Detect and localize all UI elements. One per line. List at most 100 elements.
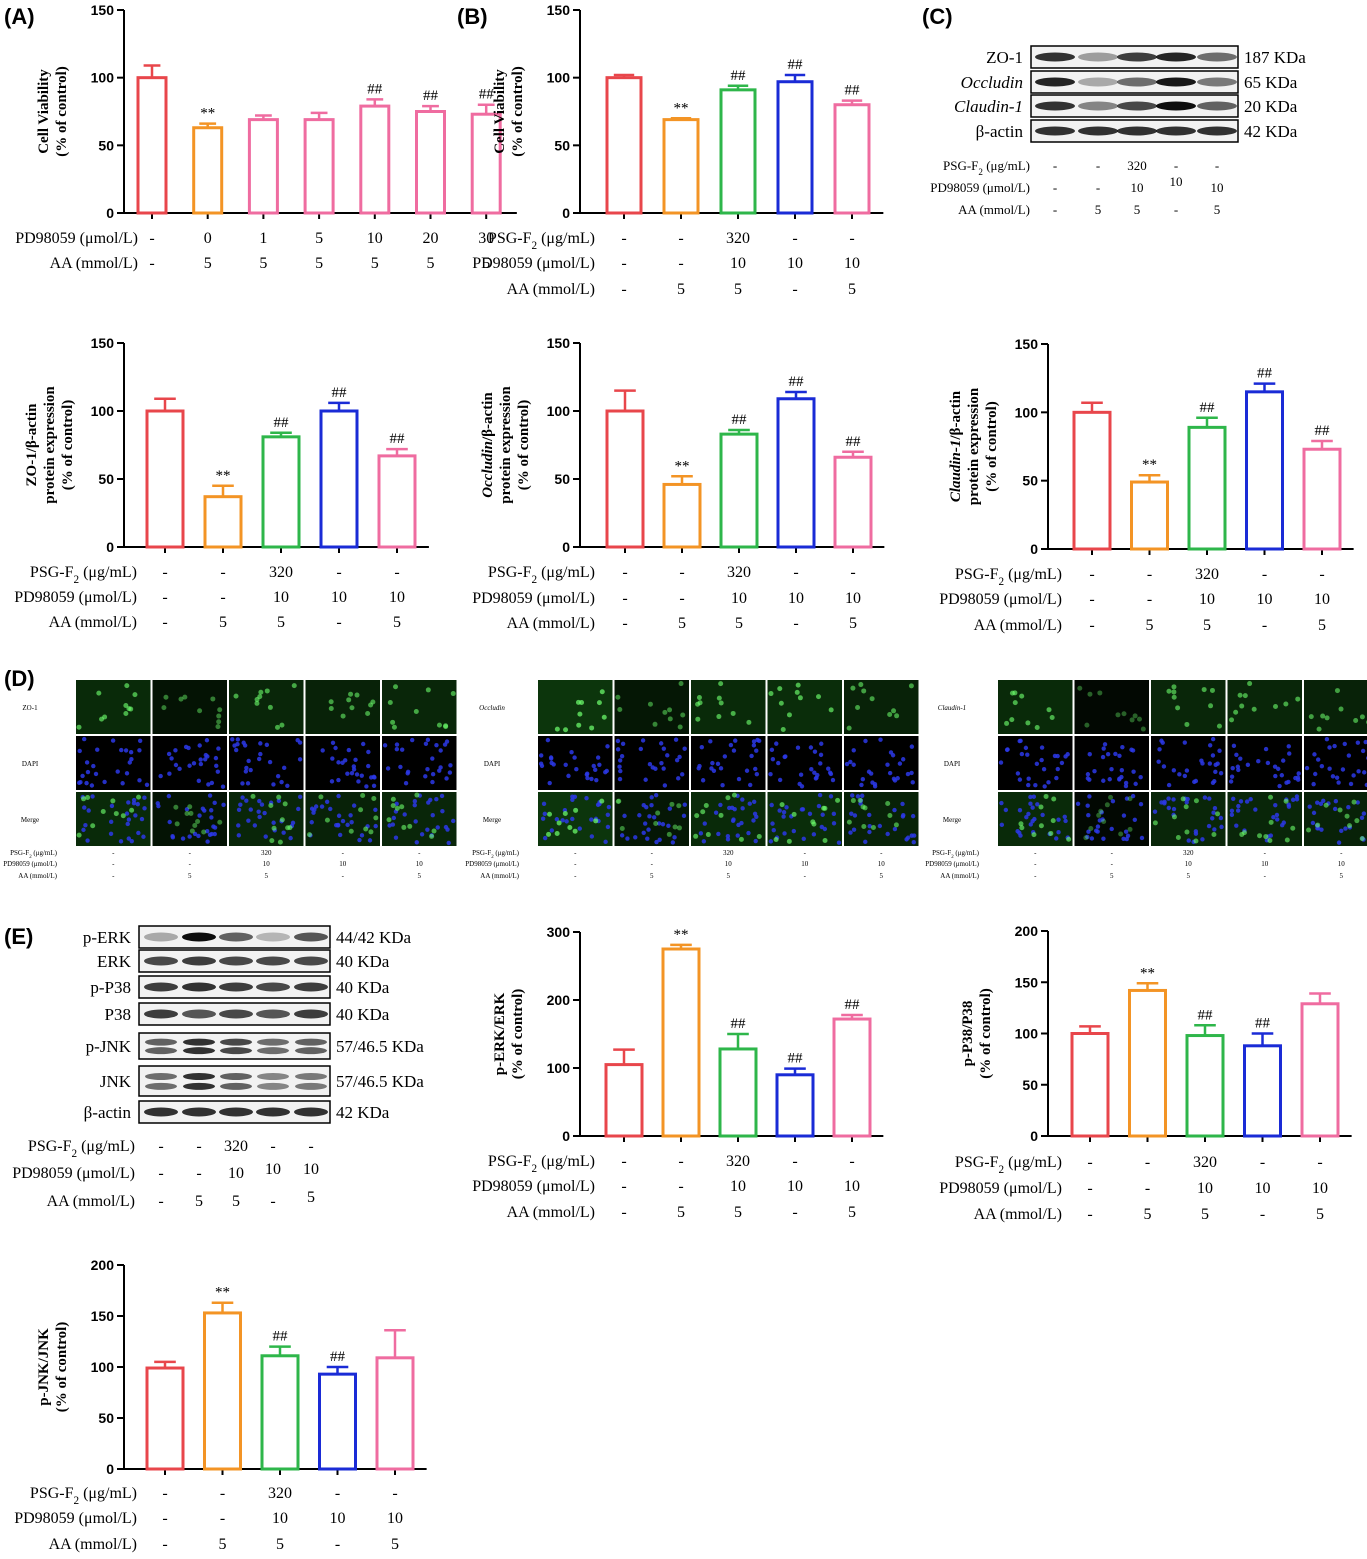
- if-nucleus: [808, 745, 814, 750]
- if-nucleus: [1336, 840, 1342, 845]
- if-nucleus: [814, 775, 819, 781]
- if-speckle: [102, 714, 108, 720]
- if-nucleus: [412, 799, 418, 804]
- if-nucleus: [670, 840, 676, 845]
- condition-label: AA (mmol/L): [958, 202, 1030, 217]
- if-tile: [76, 680, 151, 734]
- if-nucleus: [753, 766, 758, 772]
- if-nucleus: [1123, 829, 1129, 834]
- condition-label: AA (mmol/L): [507, 615, 595, 632]
- if-speckle: [700, 809, 706, 815]
- if-speckle: [1268, 794, 1274, 800]
- significance-mark: **: [215, 1285, 230, 1301]
- condition-value: -: [189, 860, 192, 868]
- condition-value: -: [1147, 566, 1152, 583]
- if-nucleus: [1132, 817, 1138, 822]
- if-nucleus: [736, 776, 742, 782]
- if-nucleus: [570, 797, 575, 803]
- if-nucleus: [1210, 736, 1216, 742]
- significance-mark: ##: [479, 87, 495, 103]
- if-nucleus: [617, 764, 622, 769]
- if-nucleus: [1361, 811, 1367, 816]
- blot-band: [183, 1047, 215, 1055]
- if-nucleus: [818, 752, 824, 758]
- if-speckle: [572, 828, 578, 834]
- if-nucleus: [1171, 806, 1177, 812]
- condition-value: 5: [393, 614, 401, 631]
- chart-c3: 0 50 100 150 Claudin-1/β-actin protein expres…: [939, 336, 1354, 634]
- if-nucleus: [243, 769, 249, 774]
- if-nucleus: [281, 830, 286, 835]
- if-nucleus: [137, 748, 142, 753]
- if-nucleus: [817, 792, 823, 798]
- western-blot-c: ZO-1 187 KDa Occludin 65 KDa Claudin-1 20 KDa…: [930, 45, 1306, 217]
- if-nucleus: [246, 818, 251, 823]
- significance-mark: ##: [274, 415, 290, 431]
- if-nucleus: [768, 839, 774, 844]
- y-axis-label: Cell Viability: [36, 69, 52, 154]
- bar: [662, 118, 700, 215]
- if-nucleus: [1286, 744, 1291, 749]
- if-speckle: [393, 684, 399, 690]
- if-nucleus: [85, 838, 90, 843]
- blot-band: [1035, 52, 1075, 62]
- if-speckle: [1247, 681, 1253, 687]
- if-speckle: [1087, 691, 1093, 697]
- if-nucleus: [84, 760, 90, 765]
- significance-mark: **: [200, 106, 215, 122]
- if-nucleus: [110, 738, 116, 743]
- if-speckle: [1031, 832, 1037, 838]
- panel-label-a: (A): [4, 4, 35, 29]
- if-speckle: [275, 724, 281, 730]
- if-nucleus: [1336, 780, 1341, 785]
- if-tile-signal: [229, 680, 304, 734]
- y-tick-label: 100: [91, 403, 115, 419]
- if-speckle: [1098, 808, 1104, 814]
- if-nucleus: [1085, 776, 1091, 781]
- if-nucleus: [811, 832, 817, 837]
- if-nucleus: [1026, 782, 1031, 788]
- y-axis-label: (% of control): [54, 66, 70, 157]
- if-nucleus: [240, 795, 245, 800]
- bar: [719, 88, 757, 215]
- condition-value: -: [793, 564, 798, 581]
- if-nucleus: [1093, 828, 1099, 833]
- if-nucleus: [1028, 794, 1033, 800]
- blot-band: [145, 1082, 177, 1090]
- if-speckle: [1201, 687, 1207, 693]
- condition-value: -: [270, 1138, 275, 1155]
- if-nucleus: [777, 777, 783, 783]
- if-nucleus: [1026, 776, 1031, 781]
- if-nucleus: [1123, 780, 1129, 786]
- if-speckle: [1239, 703, 1245, 709]
- condition-label: PD98059 (μmol/L): [472, 590, 595, 607]
- y-tick-label: 50: [1022, 473, 1038, 489]
- condition-label: PSG-F2 (μg/mL): [955, 566, 1062, 588]
- if-tile: [691, 680, 766, 734]
- blot-row: ZO-1 187 KDa: [986, 45, 1306, 69]
- if-speckle: [1083, 835, 1089, 841]
- bar: [719, 432, 759, 549]
- if-speckle: [563, 727, 569, 733]
- if-nucleus: [271, 820, 276, 825]
- condition-value: 5: [650, 872, 654, 880]
- if-nucleus: [1039, 745, 1045, 750]
- if-nucleus: [1024, 814, 1029, 820]
- if-nucleus: [1348, 781, 1354, 787]
- if-speckle: [1211, 831, 1217, 837]
- condition-label: AA (mmol/L): [940, 872, 979, 880]
- if-nucleus: [366, 749, 371, 755]
- condition-value: 320: [1183, 849, 1194, 857]
- if-nucleus: [682, 802, 687, 807]
- if-nucleus: [1161, 764, 1167, 769]
- if-nucleus: [597, 762, 602, 768]
- bar: [375, 1356, 415, 1471]
- if-speckle: [615, 798, 621, 804]
- condition-value: -: [622, 615, 627, 632]
- if-nucleus: [430, 772, 436, 777]
- condition-value: -: [621, 230, 626, 247]
- y-axis-label: protein expression: [498, 386, 514, 504]
- if-nucleus: [1075, 801, 1081, 807]
- blot-band: [294, 956, 328, 966]
- if-nucleus: [800, 807, 806, 812]
